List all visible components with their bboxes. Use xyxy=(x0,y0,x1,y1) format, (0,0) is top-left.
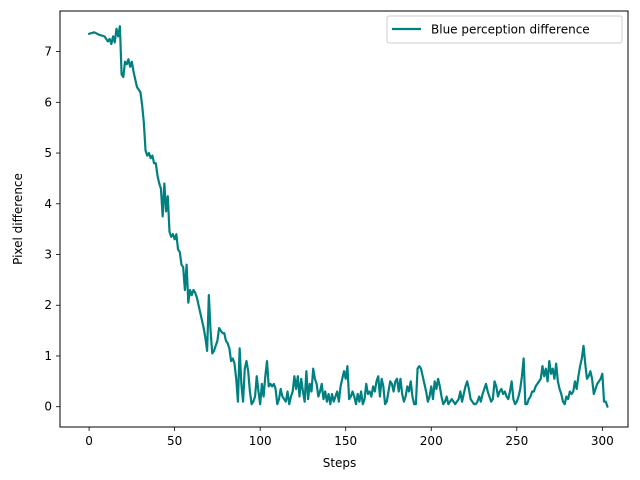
y-axis-title: Pixel difference xyxy=(11,173,25,265)
y-axis: 0 1 2 3 4 5 6 7 xyxy=(44,45,60,414)
plot-frame xyxy=(59,10,629,428)
x-tick-label: 100 xyxy=(249,434,272,448)
y-tick-label: 2 xyxy=(44,298,52,312)
y-tick-label: 0 xyxy=(44,400,52,414)
legend-label: Blue perception difference xyxy=(431,23,590,37)
legend-box xyxy=(386,15,623,44)
series-line-0 xyxy=(87,25,609,408)
legend: Blue perception difference xyxy=(386,15,623,44)
plot-background xyxy=(60,11,628,427)
y-tick-label: 1 xyxy=(44,349,52,363)
x-tick-label: 300 xyxy=(591,434,614,448)
y-tick-label: 3 xyxy=(44,248,52,262)
x-tick-label: 200 xyxy=(420,434,443,448)
y-tick-label: 7 xyxy=(44,45,52,59)
x-axis-title: Steps xyxy=(323,456,357,470)
x-tick-label: 50 xyxy=(167,434,182,448)
y-tick-label: 5 xyxy=(44,146,52,160)
y-tick-label: 6 xyxy=(44,95,52,109)
x-tick-label: 250 xyxy=(505,434,528,448)
data-layer xyxy=(87,25,609,408)
y-tick-label: 4 xyxy=(44,197,52,211)
x-axis: 0 50 100 150 200 250 300 xyxy=(85,427,614,448)
x-tick-label: 0 xyxy=(85,434,93,448)
x-tick-label: 150 xyxy=(334,434,357,448)
